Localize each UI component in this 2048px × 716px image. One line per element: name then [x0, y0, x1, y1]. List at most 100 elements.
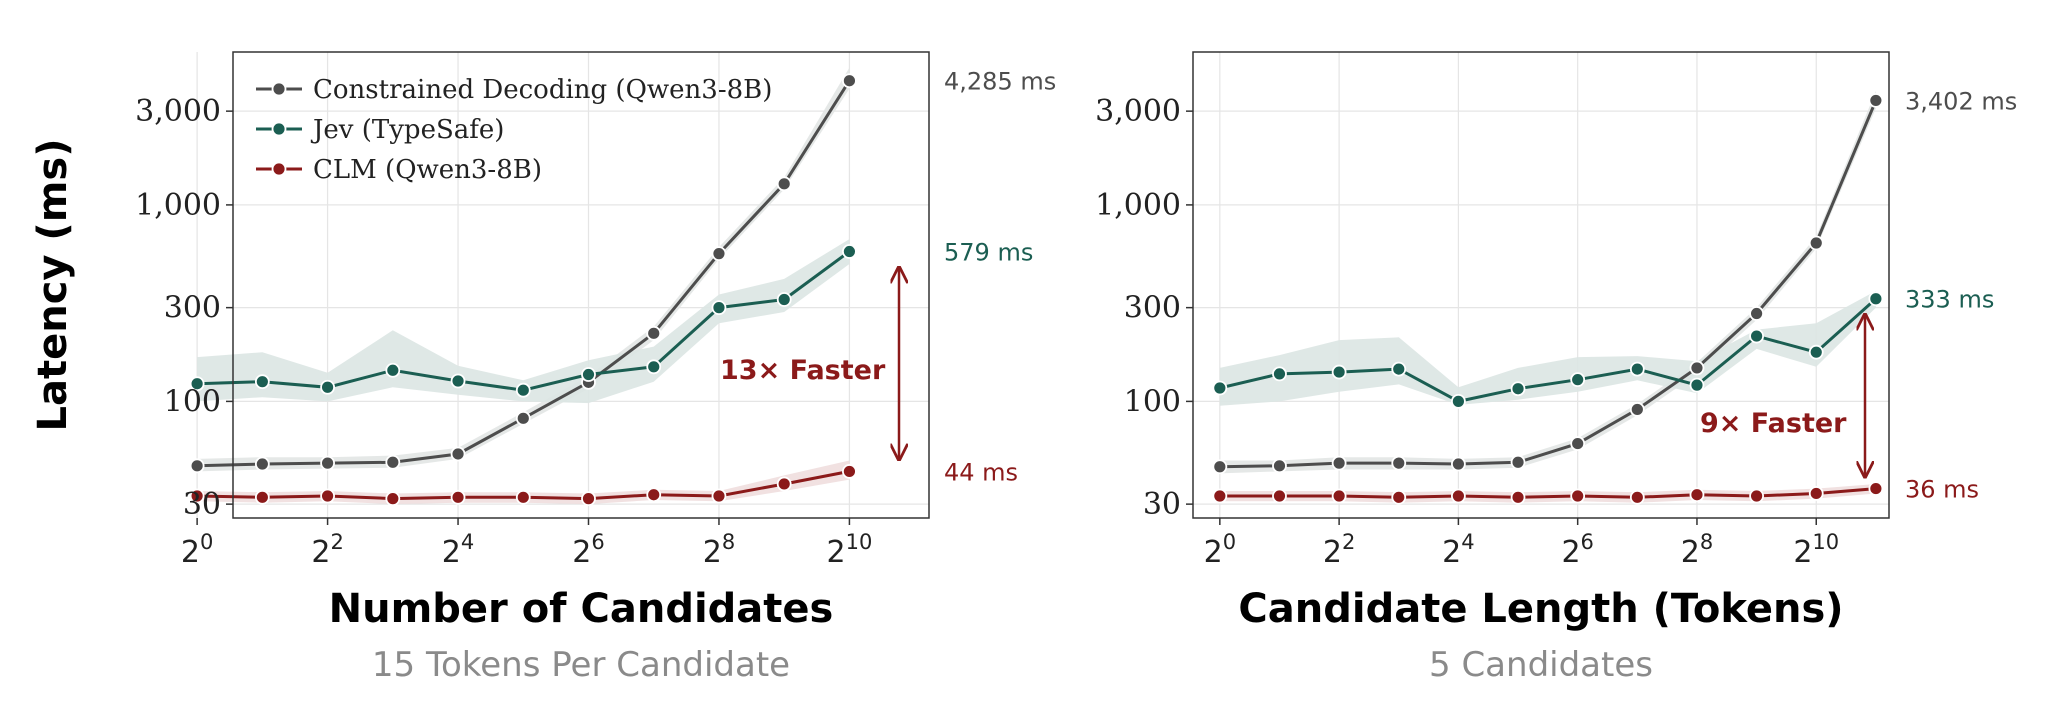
jev-typesafe-point — [1749, 328, 1764, 344]
x-axis-label: Number of Candidates — [329, 586, 834, 632]
x-axis-subtitle: 5 Candidates — [1429, 645, 1653, 685]
constrained-decoding-qwen3-8b-point — [1212, 459, 1228, 475]
x-tick-label: 24 — [1442, 530, 1474, 570]
clm-qwen3-8b-end-label: 36 ms — [1905, 476, 1979, 504]
x-axis-subtitle: 15 Tokens Per Candidate — [372, 645, 790, 685]
x-tick-label: 22 — [1323, 530, 1355, 570]
y-tick-label: 300 — [1124, 291, 1181, 326]
speedup-label: 9× Faster — [1700, 408, 1847, 439]
plot-frame — [232, 51, 930, 519]
legend-marker — [271, 81, 287, 97]
legend-marker — [271, 121, 287, 137]
jev-typesafe-band — [1219, 290, 1876, 406]
x-tick-label: 210 — [827, 530, 873, 570]
x-axis-label: Candidate Length (Tokens) — [1238, 586, 1843, 632]
x-tick-label: 26 — [1561, 530, 1593, 570]
constrained-decoding-qwen3-8b-end-label: 3,402 ms — [1905, 87, 2017, 115]
constrained-decoding-qwen3-8b-point — [711, 246, 727, 262]
clm-qwen3-8b-point — [189, 488, 205, 504]
y-tick-label: 300 — [164, 291, 221, 326]
clm-qwen3-8b-line — [1219, 487, 1877, 499]
jev-typesafe-point — [189, 376, 205, 392]
constrained-decoding-qwen3-8b-line — [197, 79, 851, 468]
legend-entry: Jev (TypeSafe) — [310, 115, 504, 145]
jev-typesafe-band — [197, 239, 850, 404]
jev-typesafe-point — [1629, 361, 1645, 377]
jev-typesafe-point — [254, 374, 270, 390]
jev-typesafe-point — [1391, 361, 1407, 377]
constrained-decoding-qwen3-8b-line — [1219, 99, 1878, 469]
clm-qwen3-8b-band — [197, 460, 850, 505]
jev-typesafe-point — [776, 292, 792, 307]
jev-typesafe-point — [1570, 372, 1586, 388]
constrained-decoding-qwen3-8b-point — [1450, 456, 1466, 472]
constrained-decoding-qwen3-8b-point — [1331, 455, 1347, 471]
constrained-decoding-qwen3-8b-point — [385, 454, 401, 470]
jev-typesafe-line — [1219, 297, 1877, 403]
jev-typesafe-point — [1212, 380, 1228, 396]
y-tick-label: 100 — [1124, 384, 1181, 419]
constrained-decoding-qwen3-8b-point — [1749, 306, 1764, 321]
constrained-decoding-qwen3-8b-point — [1868, 93, 1884, 108]
right-panel: 30 100 300 1,000 3,000 20 22 24 26 28 210 3,402 ms 3… — [1095, 51, 2017, 685]
y-tick-label: 30 — [1143, 487, 1181, 522]
jev-typesafe-point — [711, 300, 727, 316]
jev-typesafe-point — [842, 244, 857, 259]
x-tick-label: 28 — [1681, 530, 1713, 570]
jev-typesafe-point — [1272, 366, 1287, 382]
constrained-decoding-qwen3-8b-point — [254, 456, 270, 472]
clm-qwen3-8b-point — [450, 489, 466, 505]
constrained-decoding-qwen3-8b-point — [1391, 455, 1407, 471]
y-tick-label: 1,000 — [1095, 188, 1181, 223]
clm-qwen3-8b-point — [1570, 488, 1586, 504]
jev-typesafe-point — [1868, 291, 1884, 307]
clm-qwen3-8b-point — [385, 491, 401, 507]
x-tick-label: 20 — [181, 530, 213, 570]
clm-qwen3-8b-point — [515, 489, 531, 505]
clm-qwen3-8b-point — [1749, 488, 1764, 504]
y-tick-label: 3,000 — [1095, 94, 1181, 129]
y-tick-label: 3,000 — [135, 94, 221, 129]
constrained-decoding-qwen3-8b-point — [320, 455, 335, 471]
y-axis-label: Latency (ms) — [30, 139, 76, 432]
constrained-decoding-qwen3-8b-point — [515, 410, 531, 426]
constrained-decoding-qwen3-8b-end-label: 4,285 ms — [944, 68, 1056, 96]
clm-qwen3-8b-point — [1331, 488, 1347, 504]
speedup-label: 13× Faster — [720, 355, 886, 386]
constrained-decoding-qwen3-8b-point — [1629, 402, 1645, 417]
jev-typesafe-point — [1450, 393, 1466, 409]
constrained-decoding-qwen3-8b-point — [1570, 436, 1586, 451]
legend-entry: CLM (Qwen3-8B) — [313, 155, 542, 185]
clm-qwen3-8b-point — [1391, 489, 1407, 505]
x-tick-label: 20 — [1204, 530, 1236, 570]
x-tick-label: 26 — [572, 530, 604, 570]
clm-qwen3-8b-point — [320, 488, 335, 504]
y-tick-label: 100 — [164, 384, 221, 419]
constrained-decoding-qwen3-8b-point — [776, 176, 792, 192]
jev-typesafe-point — [1510, 381, 1526, 397]
x-tick-label: 28 — [703, 530, 735, 570]
clm-qwen3-8b-point — [711, 488, 727, 504]
jev-typesafe-end-label: 579 ms — [944, 239, 1033, 267]
clm-qwen3-8b-point — [1689, 487, 1705, 503]
x-tick-label: 210 — [1793, 530, 1839, 570]
clm-qwen3-8b-point — [646, 487, 662, 503]
jev-typesafe-point — [515, 382, 531, 398]
clm-qwen3-8b-point — [1808, 486, 1824, 501]
jev-typesafe-point — [385, 362, 401, 378]
jev-typesafe-point — [320, 379, 335, 395]
constrained-decoding-qwen3-8b-point — [1808, 235, 1824, 251]
jev-typesafe-end-label: 333 ms — [1905, 286, 1994, 314]
constrained-decoding-qwen3-8b-point — [1510, 454, 1526, 470]
x-tick-label: 22 — [311, 530, 343, 570]
clm-qwen3-8b-point — [254, 489, 270, 505]
constrained-decoding-qwen3-8b-point — [189, 458, 205, 474]
clm-qwen3-8b-point — [1272, 488, 1287, 504]
constrained-decoding-qwen3-8b-point — [450, 446, 466, 462]
clm-qwen3-8b-point — [1629, 489, 1645, 505]
legend-marker — [271, 161, 287, 177]
clm-qwen3-8b-point — [776, 476, 792, 492]
clm-qwen3-8b-point — [1868, 481, 1884, 496]
legend-entry: Constrained Decoding (Qwen3-8B) — [313, 75, 772, 105]
